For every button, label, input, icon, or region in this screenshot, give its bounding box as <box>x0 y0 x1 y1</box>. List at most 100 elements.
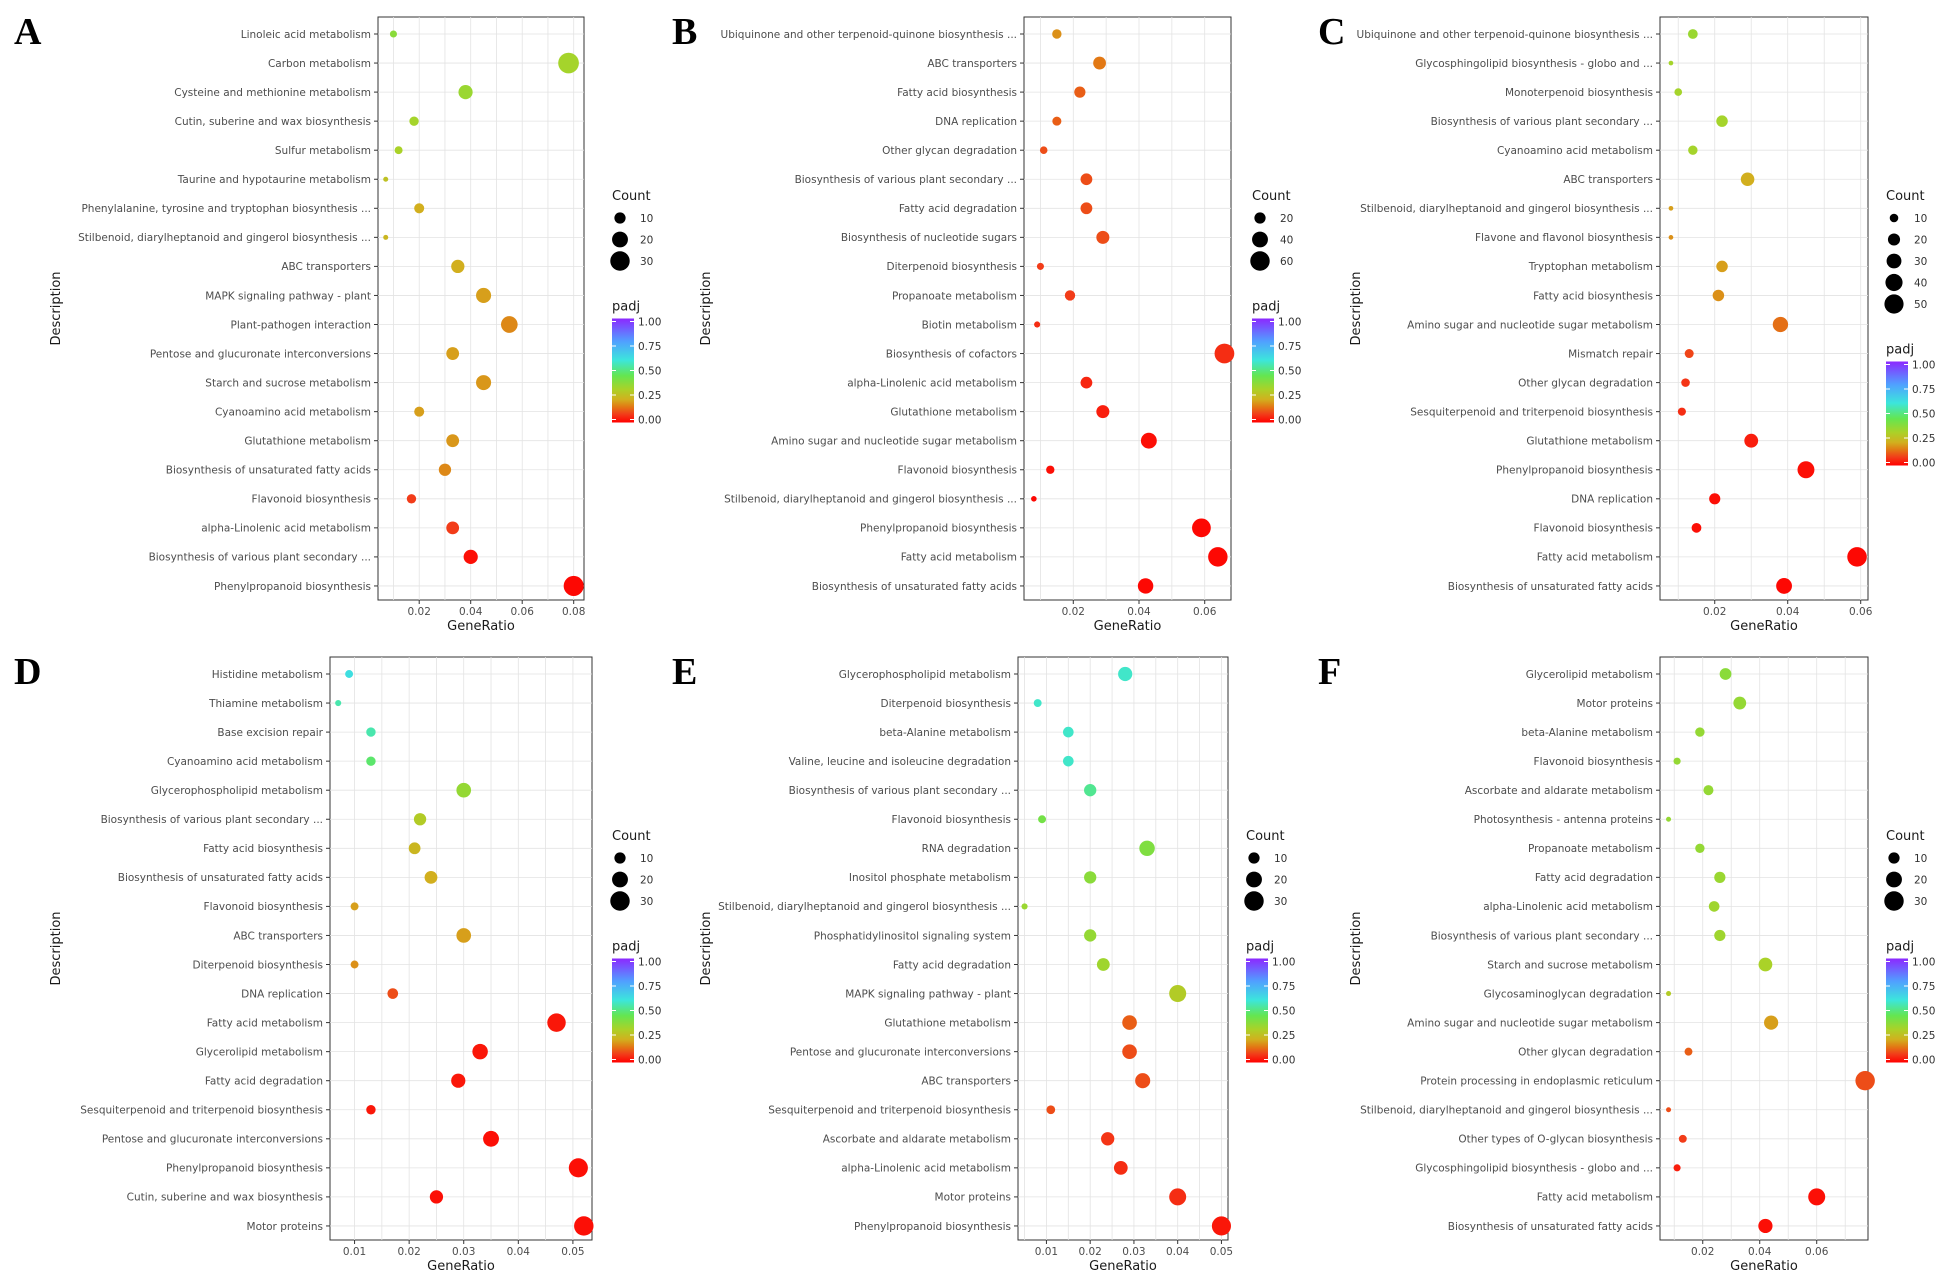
ytick-label: Ubiquinone and other terpenoid-quinone b… <box>721 29 1017 41</box>
panel-e: E Glycerophospholipid metabolism Diterpeno… <box>672 651 1295 1274</box>
ytick-label: Stilbenoid, diarylheptanoid and gingerol… <box>1360 1105 1653 1117</box>
data-point <box>387 988 399 999</box>
ytick-label: Biosynthesis of various plant secondary … <box>789 785 1011 797</box>
data-point <box>409 116 419 126</box>
data-point <box>1668 235 1674 240</box>
xtick-label: 0.06 <box>511 606 535 618</box>
data-point <box>394 146 403 155</box>
ytick-label: Fatty acid biosynthesis <box>897 87 1017 99</box>
x-axis-label: GeneRatio <box>1094 619 1162 634</box>
color-legend-label: 0.25 <box>638 390 661 402</box>
ytick-label: Fatty acid metabolism <box>1537 552 1653 564</box>
size-legend-label: 20 <box>640 235 653 247</box>
data-point <box>1039 146 1048 154</box>
ytick-label: Sesquiterpenoid and triterpenoid biosynt… <box>1410 406 1653 418</box>
data-point <box>1033 699 1042 708</box>
ytick-label: Phenylpropanoid biosynthesis <box>860 523 1017 535</box>
panel-b: B Ubiquinone and other terpenoid-quinone … <box>672 11 1301 634</box>
size-legend-label: 20 <box>1914 875 1927 887</box>
size-legend-dot <box>1886 253 1902 269</box>
size-legend-label: 10 <box>640 853 653 865</box>
data-point <box>1744 433 1759 448</box>
ytick-label: Base excision repair <box>217 727 323 739</box>
ytick-label: DNA replication <box>241 988 323 1000</box>
ytick-label: Biosynthesis of various plant secondary … <box>1431 116 1653 128</box>
data-point <box>1169 985 1187 1003</box>
data-point <box>383 176 389 182</box>
ytick-label: Biosynthesis of various plant secondary … <box>149 552 371 564</box>
data-point <box>472 1043 488 1060</box>
ytick-label: MAPK signaling pathway - plant <box>205 290 371 302</box>
data-point <box>1776 578 1792 594</box>
data-point <box>1211 1216 1231 1236</box>
ytick-label: Glutathione metabolism <box>890 406 1017 418</box>
data-point <box>1708 901 1720 912</box>
data-point <box>1062 726 1074 738</box>
size-legend-label: 30 <box>1274 896 1287 908</box>
xtick-label: 0.04 <box>1166 1246 1190 1258</box>
color-legend-bar <box>1252 318 1274 423</box>
ytick-label: Phenylalanine, tyrosine and tryptophan b… <box>81 203 371 215</box>
ytick-label: Sesquiterpenoid and triterpenoid biosynt… <box>80 1105 323 1117</box>
ytick-label: Biosynthesis of unsaturated fatty acids <box>1448 581 1653 593</box>
data-point <box>1673 1164 1681 1172</box>
ytick-label: Flavonoid biosynthesis <box>204 901 323 913</box>
ytick-label: Inositol phosphate metabolism <box>849 872 1011 884</box>
color-legend-title: padj <box>1252 300 1280 315</box>
panel-letter: D <box>14 651 41 693</box>
ytick-label: Biosynthesis of nucleotide sugars <box>841 232 1017 244</box>
data-point <box>446 521 460 535</box>
ytick-label: Biosynthesis of various plant secondary … <box>101 814 323 826</box>
ytick-label: Diterpenoid biosynthesis <box>887 261 1017 273</box>
panel-c: C Ubiquinone and other terpenoid-quinone … <box>1318 11 1935 634</box>
xtick-label: 0.04 <box>1127 606 1151 618</box>
size-legend-dot <box>1252 231 1268 248</box>
xtick-label: 0.06 <box>1193 606 1217 618</box>
data-point <box>1139 840 1155 857</box>
data-point <box>1038 815 1047 824</box>
color-legend-label: 0.25 <box>1912 1030 1935 1042</box>
ytick-label: Glutathione metabolism <box>1526 436 1653 448</box>
ytick-label: Biosynthesis of unsaturated fatty acids <box>118 872 323 884</box>
ytick-label: Thiamine metabolism <box>208 698 323 710</box>
xtick-label: 0.01 <box>343 1246 366 1258</box>
data-point <box>1074 86 1086 98</box>
ytick-label: Fatty acid degradation <box>893 959 1011 971</box>
data-point <box>408 842 421 855</box>
data-point <box>1668 205 1674 211</box>
color-legend-label: 0.50 <box>638 365 661 377</box>
ytick-label: Fatty acid biosynthesis <box>203 843 323 855</box>
data-point <box>1113 1160 1128 1175</box>
data-point <box>1716 260 1728 273</box>
ytick-label: Glycosphingolipid biosynthesis - globo a… <box>1415 1163 1653 1175</box>
size-legend-label: 10 <box>1914 853 1927 865</box>
size-legend-dot <box>614 212 626 224</box>
data-point <box>1046 1105 1056 1115</box>
data-point <box>568 1158 588 1178</box>
y-axis-label: Description <box>1349 271 1364 345</box>
data-point <box>1703 785 1714 796</box>
color-legend-label: 0.50 <box>1278 365 1301 377</box>
ytick-label: Stilbenoid, diarylheptanoid and gingerol… <box>718 901 1011 913</box>
data-point <box>501 316 518 333</box>
data-point <box>1808 1188 1826 1206</box>
size-legend-label: 30 <box>640 896 653 908</box>
data-point <box>1797 461 1815 479</box>
data-point <box>1080 376 1093 389</box>
ytick-label: Other glycan degradation <box>882 145 1017 157</box>
ytick-label: Cutin, suberine and wax biosynthesis <box>175 116 371 128</box>
ytick-label: Biosynthesis of unsaturated fatty acids <box>812 581 1017 593</box>
data-point <box>451 1073 466 1088</box>
ytick-label: Biosynthesis of various plant secondary … <box>795 174 1017 186</box>
data-point <box>429 1190 444 1204</box>
ytick-label: Glycosphingolipid biosynthesis - globo a… <box>1415 58 1653 70</box>
color-legend-title: padj <box>612 300 640 315</box>
data-point <box>1714 929 1726 942</box>
color-legend-label: 0.00 <box>1912 457 1935 469</box>
color-legend-label: 1.00 <box>1278 316 1301 328</box>
ytick-label: Phosphatidylinositol signaling system <box>814 930 1011 942</box>
data-point <box>1695 843 1705 853</box>
ytick-label: alpha-Linolenic acid metabolism <box>847 377 1017 389</box>
size-legend-label: 30 <box>1914 256 1927 268</box>
ytick-label: Fatty acid metabolism <box>1537 1192 1653 1204</box>
